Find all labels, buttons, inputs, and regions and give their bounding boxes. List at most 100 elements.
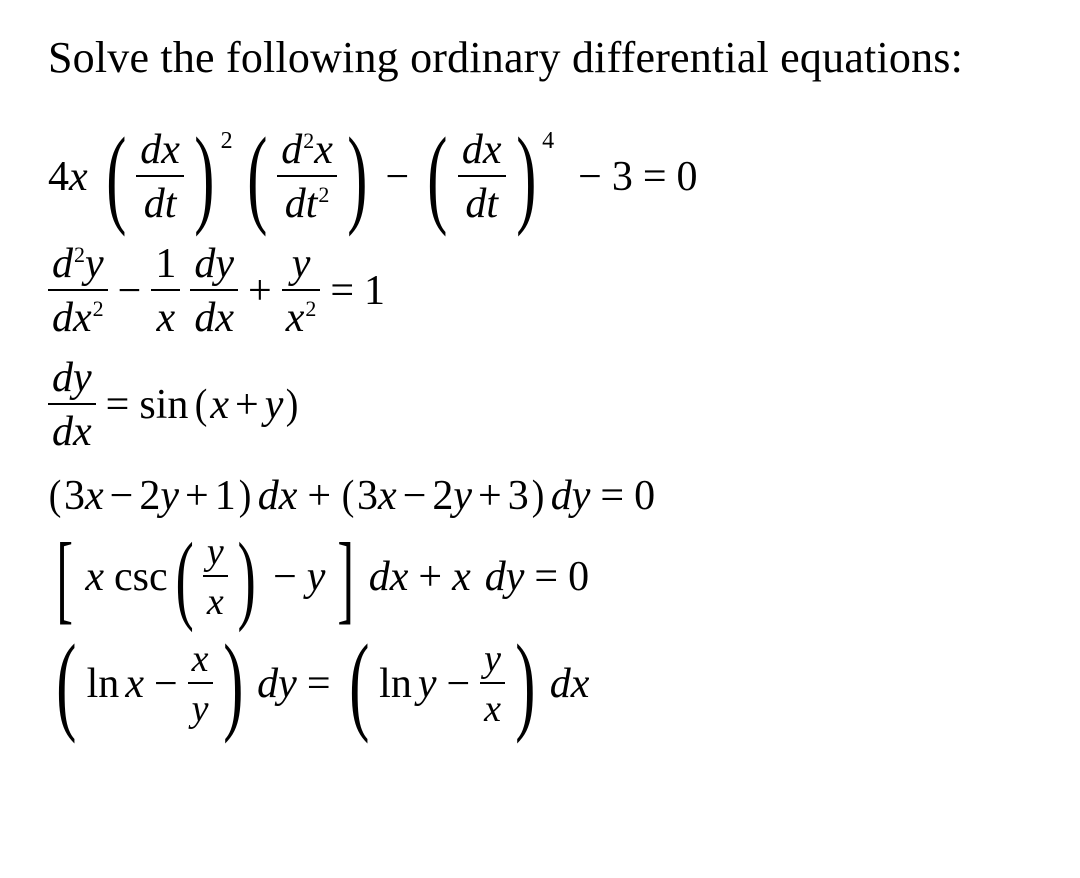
zero: 0 bbox=[634, 475, 655, 517]
plus: + bbox=[248, 270, 272, 312]
fn-csc: csc bbox=[114, 556, 168, 598]
x: x bbox=[157, 295, 176, 341]
bracket-group: [ x csc ( y x bbox=[48, 531, 363, 623]
d: d bbox=[52, 241, 73, 287]
dx: dx bbox=[52, 295, 92, 341]
equation-5: [ x csc ( y x bbox=[48, 531, 1040, 623]
lparen: ( bbox=[349, 637, 369, 731]
lparen: ( bbox=[56, 637, 76, 731]
rparen: ) bbox=[515, 637, 535, 731]
minus: − bbox=[118, 270, 142, 312]
frac-y-x2: y x2 bbox=[282, 241, 321, 341]
group-x-plus-y: ( x + y ) bbox=[194, 384, 299, 426]
left-paren: ( bbox=[247, 127, 267, 227]
three: 3 bbox=[508, 475, 529, 517]
left-paren: ( bbox=[427, 127, 447, 227]
dx: dx bbox=[550, 663, 590, 705]
y: y bbox=[207, 531, 224, 573]
dy: dy bbox=[485, 556, 525, 598]
minus: − bbox=[386, 156, 410, 198]
y: y bbox=[307, 556, 326, 598]
right-paren: ) bbox=[194, 127, 214, 227]
y: y bbox=[484, 638, 501, 680]
numer-dx: dx bbox=[140, 127, 180, 173]
rbrack: ] bbox=[338, 531, 355, 623]
sup2b: 2 bbox=[93, 296, 104, 321]
minus: − bbox=[154, 663, 178, 705]
rparen: ) bbox=[286, 384, 299, 426]
frac-1-x: 1 x bbox=[151, 241, 180, 341]
frac-dx-dt: dx dt bbox=[136, 127, 184, 227]
y: y bbox=[265, 384, 284, 426]
sup2: 2 bbox=[74, 242, 85, 267]
y: y bbox=[160, 475, 179, 517]
x: x bbox=[210, 384, 229, 426]
dy: dy bbox=[257, 663, 297, 705]
y: y bbox=[453, 475, 472, 517]
plus: + bbox=[418, 556, 442, 598]
x: x bbox=[207, 581, 224, 623]
sup-2: 2 bbox=[303, 128, 314, 153]
equation-6: ( ln x − x y ) dy bbox=[48, 637, 1040, 731]
y: y bbox=[292, 241, 311, 287]
dx: dx bbox=[194, 295, 234, 341]
rparen: ) bbox=[531, 475, 544, 517]
group-y-over-x: ( y x ) bbox=[168, 531, 264, 623]
equals: = bbox=[600, 475, 624, 517]
one: 1 bbox=[215, 475, 236, 517]
equals: = bbox=[330, 270, 354, 312]
const-3: 3 bbox=[612, 156, 633, 198]
y: y bbox=[418, 663, 437, 705]
rparen: ) bbox=[238, 475, 251, 517]
frac-dy-dx-2: dy dx bbox=[48, 355, 96, 455]
fn-ln: ln bbox=[379, 663, 412, 705]
dx: dx bbox=[258, 475, 298, 517]
plus: + bbox=[307, 475, 331, 517]
equation-list: 4 x ( dx dt bbox=[48, 127, 1040, 731]
equation-1: 4 x ( dx dt bbox=[48, 127, 1040, 227]
minus: − bbox=[446, 663, 470, 705]
numer-dx: dx bbox=[462, 127, 502, 173]
two: 2 bbox=[139, 475, 160, 517]
page-title: Solve the following ordinary differentia… bbox=[48, 32, 1040, 83]
x: x bbox=[484, 688, 501, 730]
three: 3 bbox=[64, 475, 85, 517]
dx: dx bbox=[52, 409, 92, 455]
sup-2b: 2 bbox=[318, 182, 329, 207]
equation-2: d2y dx2 − 1 x dy dx bbox=[48, 241, 1040, 341]
plus: + bbox=[235, 384, 259, 426]
equals: = bbox=[106, 384, 130, 426]
x: x bbox=[85, 556, 104, 598]
x: x bbox=[192, 638, 209, 680]
minus: − bbox=[110, 475, 134, 517]
lparen: ( bbox=[342, 475, 355, 517]
rparen: ) bbox=[237, 531, 255, 623]
frac-dy-dx: dy dx bbox=[190, 241, 238, 341]
left-paren: ( bbox=[106, 127, 126, 227]
const-1: 1 bbox=[364, 270, 385, 312]
group-lnx-minus-x-over-y: ( ln x − x y ) bbox=[48, 637, 251, 731]
fn-ln: ln bbox=[87, 663, 120, 705]
right-paren: ) bbox=[347, 127, 367, 227]
x: x bbox=[378, 475, 397, 517]
dy: dy bbox=[194, 241, 234, 287]
minus: − bbox=[578, 156, 602, 198]
d: d bbox=[281, 127, 302, 173]
sup2: 2 bbox=[305, 296, 316, 321]
exponent-4: 4 bbox=[542, 129, 554, 153]
var-x: x bbox=[69, 156, 88, 198]
lparen: ( bbox=[175, 531, 193, 623]
x: x bbox=[286, 295, 305, 341]
lbrack: [ bbox=[56, 531, 73, 623]
y: y bbox=[85, 241, 104, 287]
exponent-2: 2 bbox=[221, 129, 233, 153]
dy: dy bbox=[551, 475, 591, 517]
fn-sin: sin bbox=[139, 384, 188, 426]
frac-d2y-dx2: d2y dx2 bbox=[48, 241, 108, 341]
minus: − bbox=[403, 475, 427, 517]
denom-dt: dt bbox=[144, 181, 177, 227]
lparen: ( bbox=[195, 384, 208, 426]
denom-dt: dt bbox=[465, 181, 498, 227]
coef-4: 4 bbox=[48, 156, 69, 198]
plus: + bbox=[478, 475, 502, 517]
